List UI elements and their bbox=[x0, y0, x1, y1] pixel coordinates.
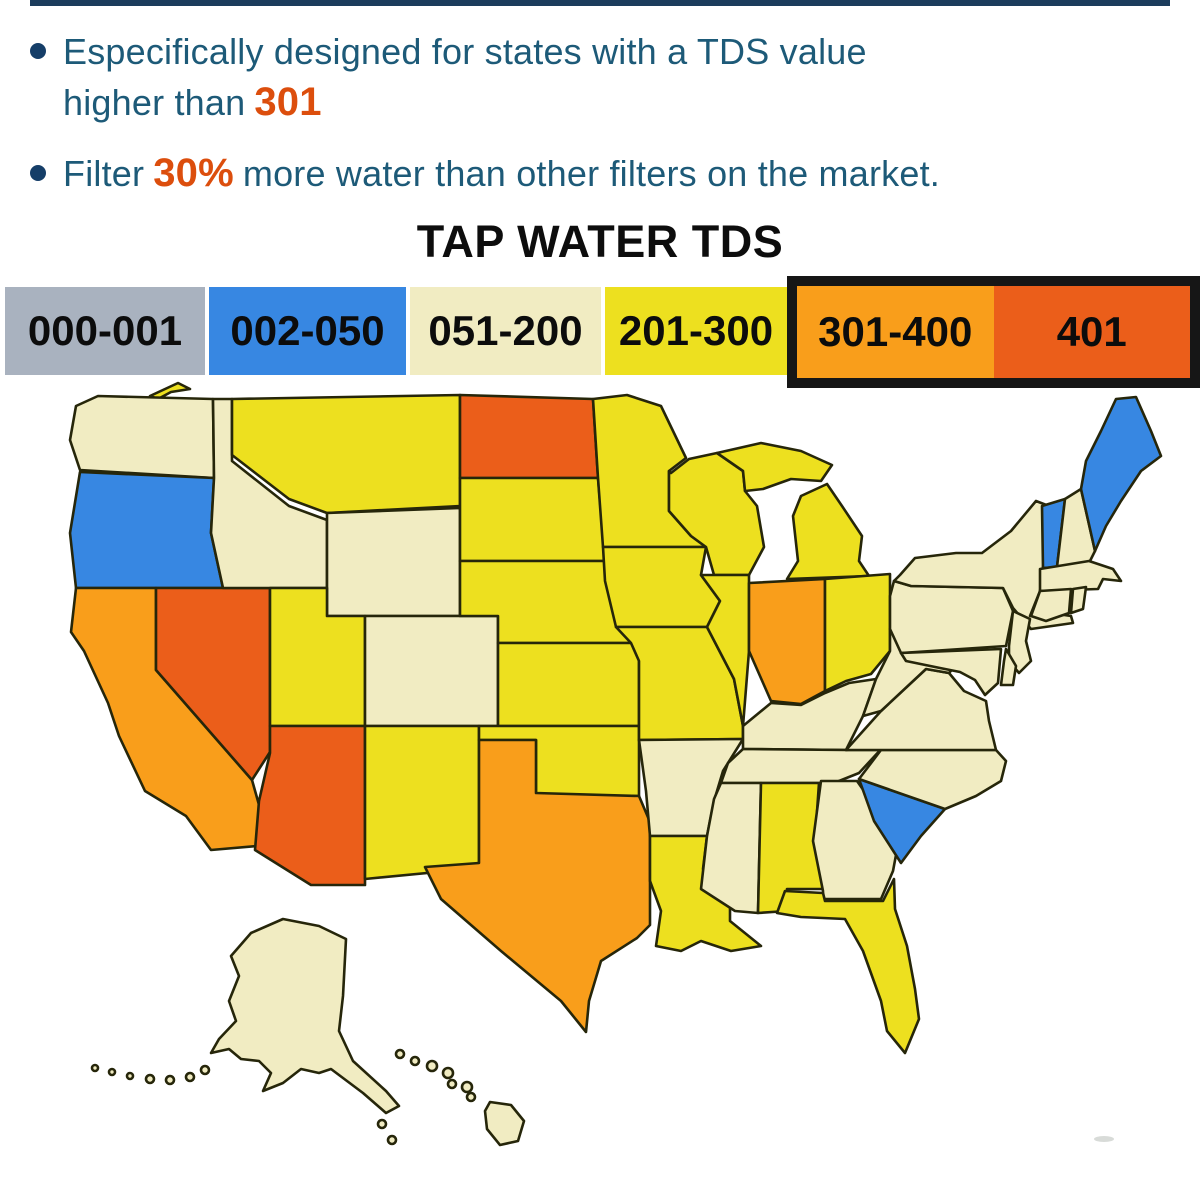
state-florida bbox=[775, 877, 921, 1055]
bullet-1-line2-prefix: higher than bbox=[63, 82, 246, 123]
photo-smudge-artifact bbox=[1094, 1136, 1114, 1142]
hawaii-island bbox=[409, 1055, 421, 1067]
state-washington bbox=[68, 394, 216, 480]
hawaii-island bbox=[465, 1091, 477, 1103]
state-new-mexico bbox=[363, 724, 481, 881]
state-kansas bbox=[496, 641, 641, 728]
hawaii-island bbox=[446, 1078, 458, 1090]
state-north-dakota bbox=[458, 393, 600, 480]
aleutian-island bbox=[107, 1067, 117, 1077]
bullet-dot-icon bbox=[30, 165, 46, 181]
bullet-1-text: Especifically designed for states with a… bbox=[63, 26, 867, 128]
aleutian-island bbox=[199, 1064, 211, 1076]
legend-swatch-002-050: 002-050 bbox=[209, 287, 406, 375]
aleutian-island bbox=[90, 1063, 100, 1073]
state-connecticut bbox=[1029, 587, 1073, 623]
state-colorado bbox=[363, 614, 500, 728]
legend-swatch-051-200: 051-200 bbox=[410, 287, 601, 375]
bullet-2-text: Filter 30% more water than other filters o… bbox=[63, 148, 940, 199]
state-texas bbox=[423, 738, 652, 1034]
hawaii-island bbox=[441, 1066, 455, 1080]
bullet-point-1: Especifically designed for states with a… bbox=[30, 26, 867, 128]
legend-swatch-401: 401 bbox=[993, 286, 1190, 378]
state-oregon bbox=[68, 470, 225, 590]
hawaii-island bbox=[394, 1048, 406, 1060]
state-iowa bbox=[601, 545, 722, 629]
hawaii-big-island bbox=[483, 1100, 526, 1147]
state-pennsylvania bbox=[888, 579, 1015, 655]
bullet-2-suffix: more water than other filters on the mar… bbox=[242, 153, 940, 194]
bullet-1-line1: Especifically designed for states with a… bbox=[63, 31, 867, 72]
legend-swatch-301-400: 301-400 bbox=[797, 286, 994, 378]
aleutian-island bbox=[144, 1073, 156, 1085]
alaska-se-island bbox=[376, 1118, 388, 1130]
legend-swatch-201-300: 201-300 bbox=[605, 287, 787, 375]
aleutian-island bbox=[164, 1074, 176, 1086]
aleutian-island bbox=[184, 1071, 196, 1083]
bullet-1-accent: 301 bbox=[254, 80, 322, 124]
hawaii-island bbox=[460, 1080, 474, 1094]
bullet-2-accent: 30% bbox=[153, 151, 234, 195]
state-north-carolina bbox=[844, 744, 1008, 811]
state-south-dakota bbox=[458, 476, 607, 563]
aleutian-island bbox=[125, 1071, 135, 1081]
state-maine bbox=[1079, 395, 1163, 553]
state-ohio bbox=[823, 572, 892, 693]
state-rhode-island bbox=[1069, 585, 1088, 615]
alaska-se-island bbox=[386, 1134, 398, 1146]
legend-swatch-000-001: 000-001 bbox=[5, 287, 205, 375]
state-new-hampshire bbox=[1055, 487, 1097, 569]
bullet-dot-icon bbox=[30, 43, 46, 59]
state-alaska bbox=[209, 917, 401, 1115]
state-arizona bbox=[253, 724, 367, 887]
bullet-2-prefix: Filter bbox=[63, 153, 145, 194]
cropped-top-banner bbox=[30, 0, 1170, 6]
bullet-point-2: Filter 30% more water than other filters o… bbox=[30, 148, 940, 199]
state-michigan-upper-peninsula bbox=[715, 441, 834, 493]
state-indiana bbox=[747, 577, 827, 706]
hawaii-island bbox=[425, 1059, 439, 1073]
state-maryland bbox=[899, 647, 1003, 697]
map-title: TAP WATER TDS bbox=[416, 216, 784, 267]
state-delaware bbox=[999, 647, 1018, 687]
state-michigan-lower-peninsula bbox=[785, 482, 871, 581]
legend-highlight-box: 301-400 401 bbox=[787, 276, 1200, 388]
state-wyoming bbox=[325, 506, 462, 618]
